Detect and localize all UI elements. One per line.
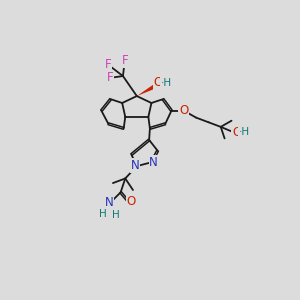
Text: F: F	[106, 71, 113, 84]
Text: H: H	[112, 210, 120, 220]
Text: F: F	[122, 54, 129, 67]
Text: ·H: ·H	[239, 127, 250, 137]
Text: N: N	[105, 196, 113, 209]
Text: O: O	[179, 104, 188, 117]
Text: F: F	[105, 58, 112, 71]
Text: O: O	[154, 76, 163, 89]
Text: N: N	[149, 156, 158, 169]
Text: ·H: ·H	[160, 78, 172, 88]
Text: O: O	[127, 195, 136, 208]
Text: N: N	[131, 159, 140, 172]
Text: O: O	[232, 126, 242, 139]
Polygon shape	[137, 84, 156, 96]
Text: H: H	[99, 209, 107, 219]
